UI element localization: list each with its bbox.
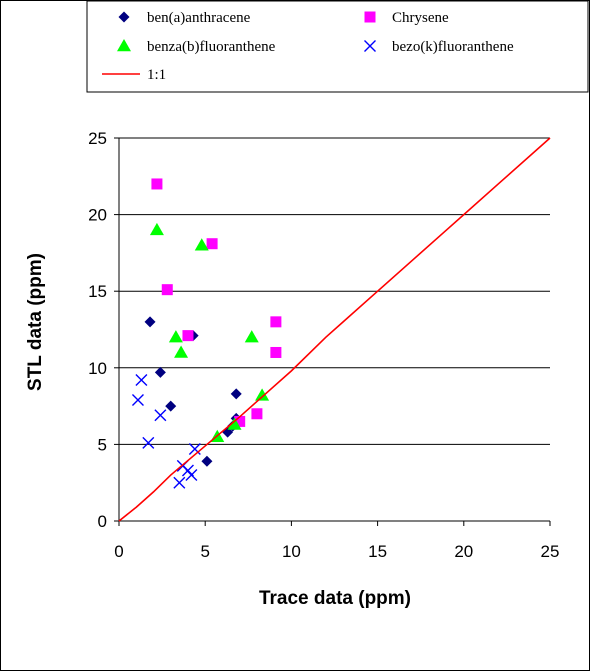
data-point bbox=[230, 388, 242, 400]
series-benza-b-fluoranthene bbox=[149, 222, 270, 442]
reference-line-1-1 bbox=[118, 137, 551, 522]
data-point bbox=[154, 366, 166, 378]
legend-label-1-1: 1:1 bbox=[147, 67, 166, 83]
data-point bbox=[227, 417, 242, 430]
data-point bbox=[206, 238, 218, 250]
data-point bbox=[270, 346, 282, 358]
data-point bbox=[234, 415, 246, 427]
data-point bbox=[194, 238, 209, 251]
y-axis-title: STL data (ppm) bbox=[25, 253, 46, 391]
data-point bbox=[165, 400, 177, 412]
axes bbox=[118, 138, 550, 522]
data-point bbox=[188, 443, 201, 455]
data-point bbox=[144, 316, 156, 328]
x-tick-label: 20 bbox=[454, 542, 473, 561]
data-point bbox=[251, 408, 263, 420]
data-point bbox=[182, 330, 194, 342]
legend-marker-bezo-k-fluoranthene bbox=[364, 40, 376, 52]
series-bezo-k-fluoranthene bbox=[131, 374, 201, 489]
data-point bbox=[142, 436, 155, 449]
data-point bbox=[270, 316, 282, 328]
y-tick-label: 5 bbox=[98, 435, 107, 454]
data-point bbox=[168, 330, 183, 343]
y-tick-label: 0 bbox=[98, 512, 107, 531]
legend-marker-benza-b-fluoranthene bbox=[117, 39, 131, 52]
data-point bbox=[185, 469, 198, 482]
tick-labels: 0 5 10 15 20 25 0 5 10 15 20 25 bbox=[88, 129, 559, 561]
legend-box bbox=[86, 1, 589, 93]
data-point bbox=[131, 393, 144, 406]
data-point bbox=[174, 345, 189, 358]
y-tick-label: 25 bbox=[88, 129, 107, 148]
data-point bbox=[149, 222, 164, 236]
plot-area bbox=[118, 137, 551, 522]
legend-label-ben-a-anthracene: ben(a)anthracene bbox=[147, 10, 251, 26]
series-1-1 bbox=[118, 137, 551, 522]
legend-marker-chrysene bbox=[364, 11, 376, 23]
legend-label-chrysene: Chrysene bbox=[392, 10, 449, 26]
data-point bbox=[244, 330, 259, 343]
gridlines bbox=[119, 137, 550, 445]
y-tick-label: 15 bbox=[88, 282, 107, 301]
y-tick-label: 20 bbox=[88, 206, 107, 225]
x-tick-label: 5 bbox=[200, 542, 209, 561]
data-point bbox=[135, 374, 148, 387]
data-point bbox=[154, 409, 167, 422]
data-point bbox=[173, 476, 186, 489]
legend-label-bezo-k-fluoranthene: bezo(k)fluoranthene bbox=[392, 39, 514, 55]
x-tick-label: 0 bbox=[114, 542, 123, 561]
legend-label-benza-b-fluoranthene: benza(b)fluoranthene bbox=[147, 39, 276, 55]
data-point bbox=[255, 388, 270, 401]
legend: ben(a)anthracene Chrysene benza(b)fluorant… bbox=[86, 1, 589, 93]
data-point bbox=[201, 455, 213, 467]
data-point bbox=[161, 284, 173, 296]
x-tick-label: 25 bbox=[541, 542, 560, 561]
x-axis-title: Trace data (ppm) bbox=[259, 588, 411, 609]
series-chrysene bbox=[151, 178, 282, 427]
x-tick-label: 10 bbox=[282, 542, 301, 561]
legend-marker-ben-a-anthracene bbox=[118, 11, 130, 23]
y-tick-label: 10 bbox=[88, 359, 107, 378]
data-point bbox=[151, 178, 163, 190]
x-tick-label: 15 bbox=[368, 542, 387, 561]
